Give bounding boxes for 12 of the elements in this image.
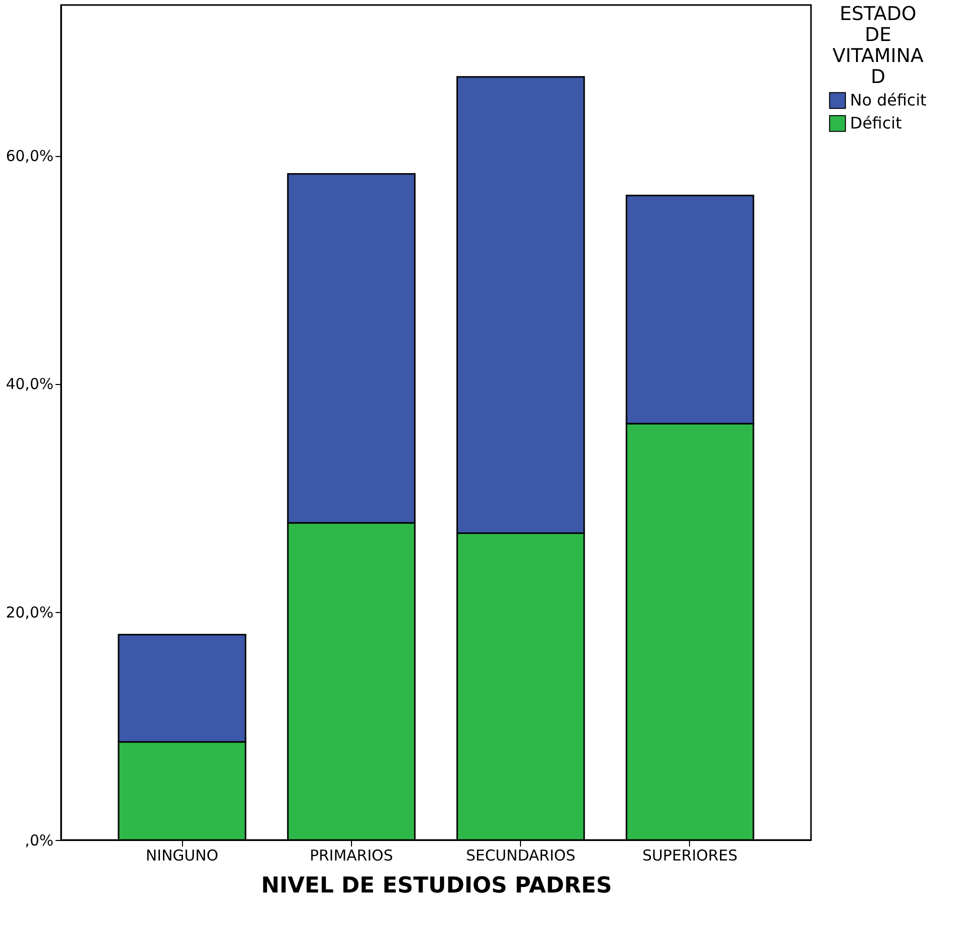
- x-tick-label: SUPERIORES: [642, 846, 738, 864]
- x-tick-label: SECUNDARIOS: [466, 846, 576, 864]
- legend-label: Déficit: [850, 114, 902, 132]
- y-tick-label: ,0%: [24, 832, 54, 850]
- x-tick-label: NINGUNO: [146, 846, 218, 864]
- legend-title: ESTADO DE VITAMINA D: [832, 3, 924, 88]
- x-tick-label: PRIMARIOS: [310, 846, 393, 864]
- y-tick-label: 40,0%: [6, 375, 54, 394]
- legend-label: No déficit: [850, 90, 926, 110]
- y-tick-label: 60,0%: [6, 147, 54, 166]
- x-axis-title: NIVEL DE ESTUDIOS PADRES: [261, 874, 612, 898]
- y-tick-label: 20,0%: [6, 603, 54, 622]
